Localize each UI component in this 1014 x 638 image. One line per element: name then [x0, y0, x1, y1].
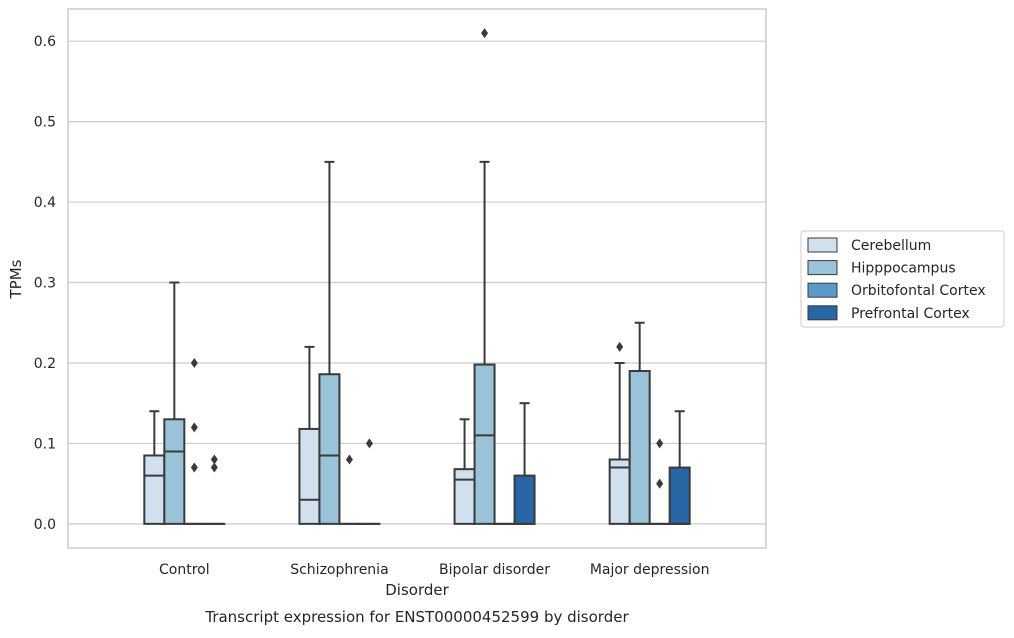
outlier-point: [191, 358, 198, 368]
chart-caption: Transcript expression for ENST0000045259…: [204, 608, 629, 626]
outlier-point: [656, 479, 663, 489]
box-body: [610, 460, 630, 524]
x-axis-ticks: Control Schizophrenia Bipolar disorder Majo…: [159, 562, 709, 578]
legend-swatch: [808, 238, 837, 252]
legend-label: Cerebellum: [851, 238, 931, 254]
y-tick-label: 0.6: [34, 34, 56, 50]
outlier-point: [191, 463, 198, 473]
legend-label: Prefrontal Cortex: [851, 306, 970, 322]
box-body: [299, 429, 319, 524]
box-orbitofontal-cortex: [184, 358, 204, 524]
x-axis-label: Disorder: [385, 581, 449, 599]
box-prefrontal-cortex: [670, 411, 690, 524]
y-axis-ticks: 0.0 0.1 0.2 0.3 0.4 0.5 0.6: [34, 34, 56, 533]
x-tick-label: Control: [159, 562, 210, 578]
legend-item: Orbitofontal Cortex: [808, 283, 986, 299]
outlier-point: [191, 422, 198, 432]
outlier-point: [346, 455, 353, 465]
x-tick-label: Bipolar disorder: [439, 562, 550, 578]
legend-swatch: [808, 261, 837, 275]
box-body: [164, 419, 184, 524]
box-orbitofontal-cortex: [339, 455, 359, 524]
box-body: [319, 374, 339, 524]
y-axis-label: TPMs: [7, 259, 25, 299]
y-tick-label: 0.2: [34, 356, 56, 372]
x-tick-label: Schizophrenia: [290, 562, 388, 578]
legend-label: Hipppocampus: [851, 261, 956, 277]
box-prefrontal-cortex: [204, 455, 224, 524]
legend-swatch: [808, 283, 837, 297]
box-body: [455, 469, 475, 524]
outlier-point: [366, 438, 373, 448]
outlier-point: [481, 28, 488, 38]
legend-label: Orbitofontal Cortex: [851, 283, 986, 299]
box-orbitofontal-cortex: [650, 438, 670, 523]
y-tick-label: 0.3: [34, 276, 56, 292]
box-body: [515, 476, 535, 524]
box-cerebellum: [299, 347, 319, 524]
legend-item: Hipppocampus: [808, 261, 956, 277]
y-tick-label: 0.4: [34, 195, 56, 211]
y-tick-label: 0.0: [34, 517, 56, 533]
box-prefrontal-cortex: [515, 403, 535, 524]
box-cerebellum: [144, 411, 164, 524]
box-hipppocampus: [630, 323, 650, 524]
legend: Cerebellum Hipppocampus Orbitofontal Corte…: [801, 231, 1004, 327]
box-cerebellum: [455, 419, 475, 524]
outlier-point: [211, 463, 218, 473]
box-body: [670, 468, 690, 524]
box-body: [630, 371, 650, 524]
legend-item: Prefrontal Cortex: [808, 306, 970, 322]
y-tick-label: 0.1: [34, 436, 56, 452]
outlier-point: [616, 342, 623, 352]
x-tick-label: Major depression: [590, 562, 710, 578]
y-tick-label: 0.5: [34, 115, 56, 131]
legend-item: Cerebellum: [808, 238, 931, 254]
outlier-point: [656, 438, 663, 448]
box-body: [144, 455, 164, 523]
box-body: [475, 365, 495, 524]
box-hipppocampus: [475, 28, 495, 524]
box-prefrontal-cortex: [359, 438, 379, 523]
box-hipppocampus: [164, 283, 184, 524]
legend-swatch: [808, 306, 837, 320]
box-layer: [144, 28, 689, 524]
box-hipppocampus: [319, 162, 339, 524]
box-cerebellum: [610, 342, 630, 524]
